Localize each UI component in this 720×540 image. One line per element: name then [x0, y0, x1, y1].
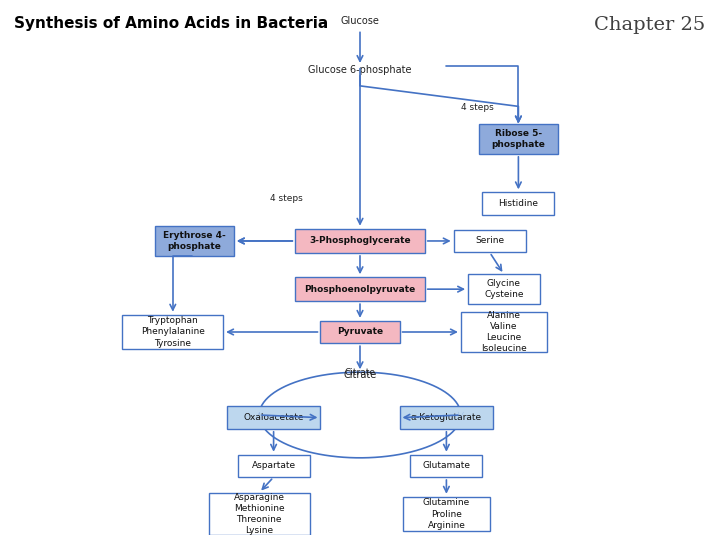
Text: 4 steps: 4 steps: [270, 194, 302, 202]
FancyBboxPatch shape: [155, 226, 234, 256]
Text: Asparagine
Methionine
Threonine
Lysine: Asparagine Methionine Threonine Lysine: [234, 493, 284, 535]
FancyBboxPatch shape: [454, 230, 526, 252]
FancyBboxPatch shape: [209, 492, 310, 536]
Text: Aspartate: Aspartate: [251, 461, 296, 470]
Text: 4 steps: 4 steps: [461, 103, 493, 112]
Text: 3-Phosphoglycerate: 3-Phosphoglycerate: [309, 237, 411, 246]
Text: Serine: Serine: [475, 237, 504, 246]
Text: Tryptophan
Phenylalanine
Tyrosine: Tryptophan Phenylalanine Tyrosine: [141, 316, 204, 348]
FancyBboxPatch shape: [482, 192, 554, 215]
FancyBboxPatch shape: [122, 315, 223, 349]
Text: Pyruvate: Pyruvate: [337, 327, 383, 336]
Text: Chapter 25: Chapter 25: [594, 16, 706, 34]
Text: Citrate: Citrate: [343, 370, 377, 380]
Text: Alanine
Valine
Leucine
Isoleucine: Alanine Valine Leucine Isoleucine: [481, 311, 527, 353]
FancyBboxPatch shape: [320, 321, 400, 343]
FancyBboxPatch shape: [227, 407, 320, 429]
Text: Histidine: Histidine: [498, 199, 539, 208]
Text: Phosphoenolpyruvate: Phosphoenolpyruvate: [305, 285, 415, 294]
Text: Glucose: Glucose: [341, 16, 379, 26]
Text: Synthesis of Amino Acids in Bacteria: Synthesis of Amino Acids in Bacteria: [14, 16, 328, 31]
Text: Citrate: Citrate: [344, 368, 376, 377]
Text: Erythrose 4-
phosphate: Erythrose 4- phosphate: [163, 231, 226, 251]
Text: Glucose 6-phosphate: Glucose 6-phosphate: [308, 65, 412, 75]
FancyBboxPatch shape: [461, 312, 547, 352]
Text: Ribose 5-
phosphate: Ribose 5- phosphate: [492, 129, 545, 149]
Text: Glutamate: Glutamate: [423, 461, 470, 470]
FancyBboxPatch shape: [238, 455, 310, 477]
FancyBboxPatch shape: [295, 277, 425, 301]
FancyBboxPatch shape: [400, 407, 493, 429]
Text: Glycine
Cysteine: Glycine Cysteine: [485, 279, 523, 299]
Text: α-Ketoglutarate: α-Ketoglutarate: [411, 413, 482, 422]
FancyBboxPatch shape: [479, 125, 558, 154]
FancyBboxPatch shape: [410, 455, 482, 477]
FancyBboxPatch shape: [403, 497, 490, 531]
FancyBboxPatch shape: [295, 229, 425, 253]
FancyBboxPatch shape: [468, 274, 540, 304]
Text: Glutamine
Proline
Arginine: Glutamine Proline Arginine: [423, 498, 470, 530]
Text: Oxaloacetate: Oxaloacetate: [243, 413, 304, 422]
